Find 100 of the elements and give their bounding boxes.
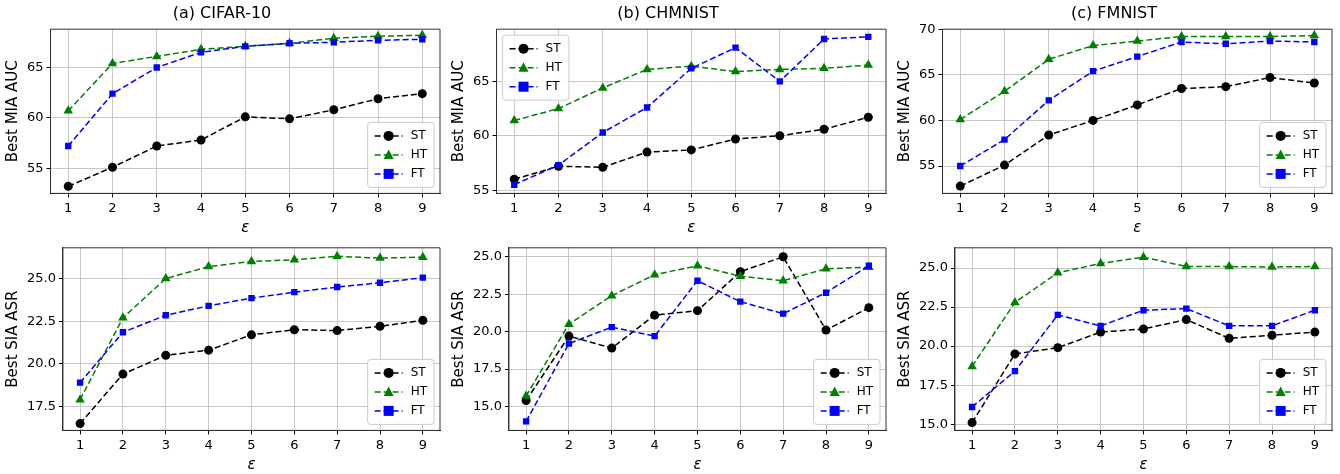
y-axis-title: Best MIA AUC bbox=[894, 60, 913, 163]
y-tick-label: 60 bbox=[473, 127, 490, 143]
x-tick-label: 7 bbox=[329, 199, 338, 215]
x-tick-label: 3 bbox=[1053, 436, 1062, 452]
x-axis-title: ε bbox=[247, 454, 256, 473]
legend-label: ST bbox=[1302, 128, 1319, 143]
x-tick-label: 6 bbox=[1182, 436, 1191, 452]
x-tick-label: 7 bbox=[775, 199, 784, 215]
y-tick-label: 20.0 bbox=[918, 337, 948, 353]
x-tick-label: 1 bbox=[64, 199, 73, 215]
x-tick-label: 8 bbox=[1265, 199, 1275, 215]
x-tick-label: 3 bbox=[161, 436, 170, 452]
x-tick-label: 9 bbox=[1310, 436, 1319, 452]
y-tick-label: 25.0 bbox=[472, 248, 502, 264]
x-tick-label: 1 bbox=[956, 199, 965, 215]
y-tick-label: 22.5 bbox=[472, 285, 502, 301]
x-tick-label: 6 bbox=[290, 436, 299, 452]
x-tick-label: 2 bbox=[108, 199, 117, 215]
x-tick-label: 4 bbox=[650, 436, 659, 452]
x-tick-label: 6 bbox=[731, 199, 740, 215]
y-tick-label: 22.5 bbox=[26, 312, 56, 328]
x-tick-label: 9 bbox=[864, 199, 873, 215]
x-tick-label: 4 bbox=[196, 199, 206, 215]
x-tick-label: 2 bbox=[554, 199, 563, 215]
x-tick-label: 9 bbox=[864, 436, 873, 452]
y-tick-label: 15.0 bbox=[918, 415, 948, 431]
y-tick-label: 25.0 bbox=[26, 269, 56, 285]
x-axis-title: ε bbox=[1133, 217, 1142, 236]
y-tick-label: 17.5 bbox=[472, 360, 502, 376]
x-tick-label: 8 bbox=[373, 199, 383, 215]
x-tick-label: 9 bbox=[418, 199, 427, 215]
x-axis-title: ε bbox=[1139, 454, 1148, 473]
chart-title: (b) CHMNIST bbox=[617, 2, 719, 22]
legend-label: HT bbox=[410, 384, 428, 399]
x-tick-label: 5 bbox=[1139, 436, 1148, 452]
x-tick-label: 1 bbox=[967, 436, 977, 452]
x-tick-label: 5 bbox=[693, 436, 702, 452]
x-tick-label: 1 bbox=[521, 436, 531, 452]
x-tick-label: 9 bbox=[1310, 199, 1319, 215]
chart-title: (c) FMNIST bbox=[1071, 2, 1158, 22]
x-tick-label: 1 bbox=[510, 199, 519, 215]
x-tick-label: 2 bbox=[564, 436, 574, 452]
y-tick-label: 70 bbox=[919, 20, 936, 36]
x-tick-label: 8 bbox=[821, 436, 831, 452]
legend-label: HT bbox=[1302, 147, 1320, 162]
legend-label: FT bbox=[1302, 166, 1318, 181]
x-tick-label: 7 bbox=[1225, 436, 1234, 452]
y-axis-title: Best SIA ASR bbox=[894, 290, 913, 388]
x-tick-label: 5 bbox=[247, 436, 256, 452]
x-tick-label: 3 bbox=[152, 199, 161, 215]
legend-label: HT bbox=[545, 59, 563, 74]
x-tick-label: 2 bbox=[118, 436, 128, 452]
y-tick-label: 55 bbox=[919, 157, 936, 173]
x-tick-label: 8 bbox=[819, 199, 829, 215]
y-tick-label: 22.5 bbox=[918, 298, 948, 314]
x-tick-label: 4 bbox=[1096, 436, 1105, 452]
x-axis-title: ε bbox=[241, 217, 250, 236]
x-tick-label: 2 bbox=[1010, 436, 1020, 452]
y-tick-label: 25.0 bbox=[918, 259, 948, 275]
x-tick-label: 8 bbox=[1267, 436, 1277, 452]
legend-label: ST bbox=[410, 128, 427, 143]
y-tick-label: 15.0 bbox=[472, 397, 502, 413]
y-tick-label: 17.5 bbox=[918, 376, 948, 392]
y-tick-label: 55 bbox=[473, 181, 490, 197]
x-tick-label: 3 bbox=[607, 436, 616, 452]
y-tick-label: 65 bbox=[473, 72, 490, 88]
y-tick-label: 60 bbox=[919, 111, 936, 127]
chart-title: (a) CIFAR-10 bbox=[172, 2, 272, 22]
legend-label: HT bbox=[410, 147, 428, 162]
y-axis-title: Best SIA ASR bbox=[448, 290, 467, 388]
x-tick-label: 5 bbox=[241, 199, 250, 215]
legend-label: FT bbox=[545, 78, 561, 93]
x-tick-label: 6 bbox=[285, 199, 294, 215]
legend-label: ST bbox=[856, 365, 873, 380]
legend-label: ST bbox=[1302, 365, 1319, 380]
x-tick-label: 4 bbox=[642, 199, 652, 215]
y-tick-label: 20.0 bbox=[26, 355, 56, 371]
legend-label: FT bbox=[856, 403, 872, 418]
x-tick-label: 3 bbox=[1044, 199, 1053, 215]
x-tick-label: 5 bbox=[687, 199, 696, 215]
y-tick-label: 20.0 bbox=[472, 322, 502, 338]
legend-label: HT bbox=[856, 384, 874, 399]
x-axis-title: ε bbox=[687, 217, 696, 236]
x-tick-label: 7 bbox=[333, 436, 342, 452]
y-tick-label: 65 bbox=[27, 58, 44, 74]
y-axis-title: Best MIA AUC bbox=[2, 60, 21, 163]
x-tick-label: 7 bbox=[1221, 199, 1230, 215]
legend-label: FT bbox=[410, 403, 426, 418]
x-axis-title: ε bbox=[693, 454, 702, 473]
x-tick-label: 8 bbox=[375, 436, 385, 452]
legend-label: FT bbox=[1302, 403, 1318, 418]
legend-label: HT bbox=[1302, 384, 1320, 399]
legend-label: ST bbox=[410, 365, 427, 380]
x-tick-label: 7 bbox=[779, 436, 788, 452]
y-tick-label: 60 bbox=[27, 109, 44, 125]
x-tick-label: 4 bbox=[204, 436, 213, 452]
x-tick-label: 9 bbox=[418, 436, 427, 452]
x-tick-label: 1 bbox=[75, 436, 85, 452]
y-tick-label: 65 bbox=[919, 66, 936, 82]
x-tick-label: 2 bbox=[1000, 199, 1009, 215]
